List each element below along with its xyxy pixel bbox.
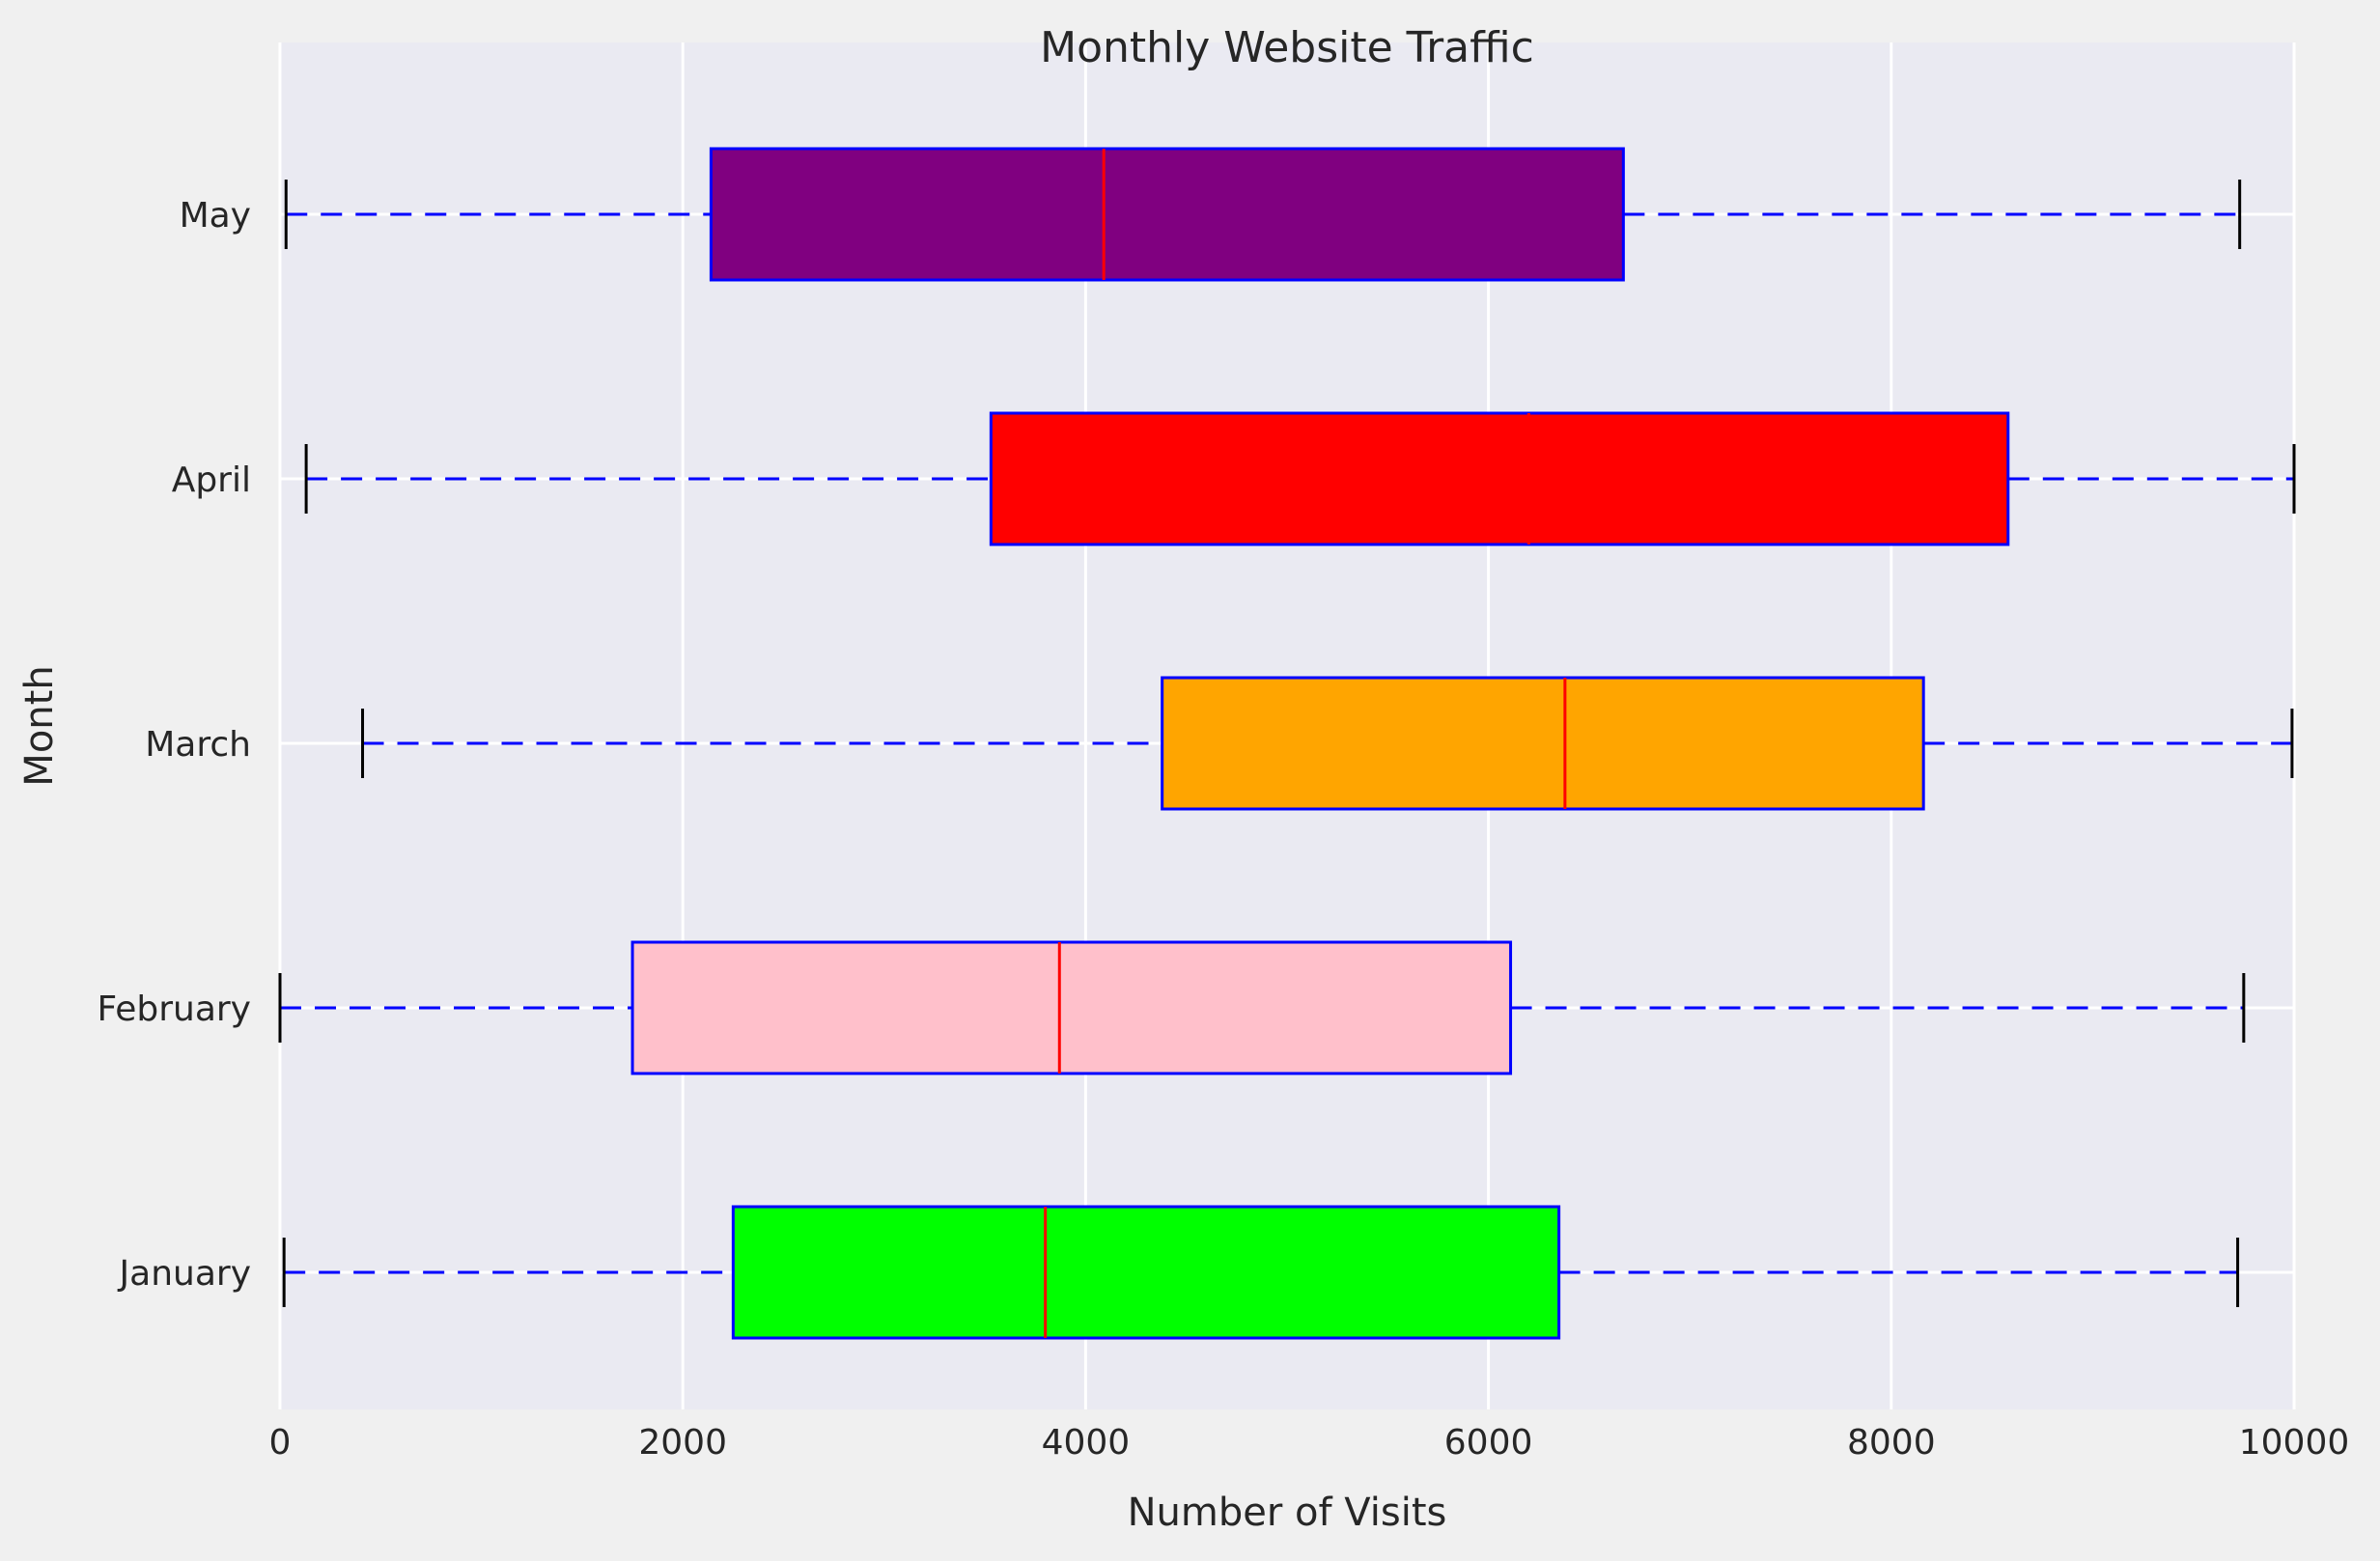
x-tick-label: 4000 <box>1042 1423 1131 1463</box>
y-axis-label: Month <box>17 665 62 786</box>
box-group <box>278 940 2246 1075</box>
box-group <box>282 1205 2240 1340</box>
x-axis-label: Number of Visits <box>1128 1491 1447 1535</box>
chart-title: Monthly Website Traffic <box>1040 23 1534 72</box>
box-january <box>731 1205 1561 1340</box>
box-february <box>630 940 1513 1075</box>
x-tick-label: 2000 <box>638 1423 727 1463</box>
x-tick-label: 6000 <box>1444 1423 1533 1463</box>
boxes <box>278 147 2296 1340</box>
y-tick-label: March <box>145 725 251 765</box>
box-april <box>989 411 2010 546</box>
x-tick-label: 10000 <box>2239 1423 2350 1463</box>
y-tick-label: January <box>118 1254 251 1294</box>
x-tick-label: 8000 <box>1847 1423 1936 1463</box>
x-tick-label: 0 <box>269 1423 292 1463</box>
y-tick-label: May <box>180 196 251 236</box>
box-group <box>361 676 2294 811</box>
y-tick-label: April <box>172 460 251 500</box>
x-axis-ticks: 0 2000 4000 6000 8000 10000 <box>269 1423 2350 1463</box>
box-may <box>709 147 1625 282</box>
y-tick-label: February <box>97 990 251 1029</box>
box-group <box>284 147 2242 282</box>
y-axis-ticks: January February March April May <box>97 196 251 1294</box>
box-march <box>1161 676 1925 811</box>
box-group <box>304 411 2296 546</box>
